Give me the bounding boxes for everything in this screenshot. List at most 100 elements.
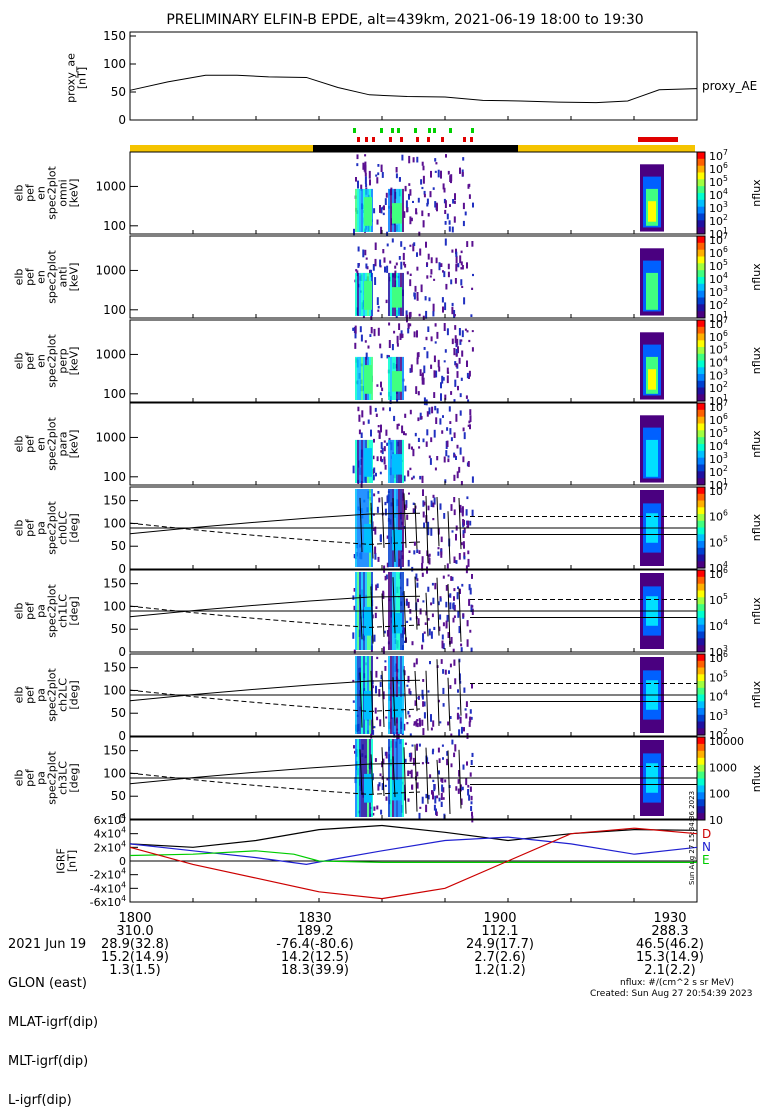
footer-col-1830: 1830 189.2 -76.4(-80.6) 14.2(12.5) 18.3(… bbox=[260, 912, 370, 977]
spectrogram-cell bbox=[462, 157, 465, 161]
colorbar-cell bbox=[697, 423, 705, 431]
colorbar-cell bbox=[697, 554, 705, 562]
spectrogram-cell bbox=[471, 574, 473, 579]
spectrogram-cell bbox=[449, 593, 452, 598]
spectrogram-cell bbox=[421, 161, 424, 166]
spectrogram-cell bbox=[384, 666, 387, 671]
footer-value: 2.1(2.2) bbox=[644, 963, 696, 978]
colorbar-cell bbox=[697, 186, 705, 194]
spectrogram-cell bbox=[380, 442, 383, 449]
colorbar-label: nflux bbox=[750, 179, 763, 207]
colorbar-cell bbox=[697, 416, 705, 424]
spectrogram-cell bbox=[453, 604, 456, 611]
spectrogram-cell bbox=[423, 501, 426, 506]
footer-value: 1.3(1.5) bbox=[109, 963, 161, 978]
ytick-label: 0 bbox=[118, 645, 126, 659]
spectrogram-cell bbox=[404, 413, 407, 418]
spectrogram-cell bbox=[416, 782, 419, 789]
spectrogram-cell bbox=[376, 656, 379, 660]
spectrogram-cell bbox=[449, 716, 452, 719]
proxy-ytick-label: 150 bbox=[103, 29, 126, 43]
panel-ylabel: spec2plot bbox=[46, 250, 59, 304]
spectrogram-cell bbox=[380, 424, 382, 433]
spectrogram-cell bbox=[391, 238, 394, 243]
footer-value: 1.2(1.2) bbox=[474, 963, 526, 978]
spectrogram-cell bbox=[392, 779, 402, 801]
spectrogram-cell bbox=[464, 708, 467, 711]
colorbar-cell bbox=[697, 714, 705, 723]
event-mark-green bbox=[391, 128, 394, 133]
spectrogram-cell bbox=[353, 745, 355, 749]
spectrogram-cell bbox=[417, 598, 419, 603]
spectrogram-cell bbox=[411, 477, 414, 480]
colorbar-label: nflux bbox=[750, 513, 763, 541]
spectrogram-cell bbox=[427, 527, 430, 536]
spectrogram-cell bbox=[407, 470, 410, 477]
spectrogram-cell bbox=[420, 416, 423, 420]
spectrogram-cell bbox=[472, 202, 474, 208]
spectrogram-cell bbox=[470, 604, 473, 613]
spectrogram-cell bbox=[433, 497, 436, 505]
footer-value: 24.9(17.7) bbox=[465, 937, 535, 952]
spectrogram-cell bbox=[383, 456, 386, 461]
spectrogram-cell bbox=[415, 573, 418, 580]
spectrogram-cell bbox=[440, 549, 443, 553]
spectrogram-cell bbox=[432, 720, 435, 727]
spectrogram-cell bbox=[467, 558, 470, 567]
spectrogram-cell bbox=[425, 241, 427, 248]
spectrogram-cell bbox=[377, 309, 380, 312]
spectrogram-cell bbox=[403, 475, 406, 482]
spectrogram-cell bbox=[442, 270, 444, 273]
colorbar-cell bbox=[697, 193, 705, 201]
spectrogram-cell bbox=[374, 612, 377, 619]
spectrogram-cell bbox=[375, 685, 377, 694]
spectrogram-cell bbox=[421, 556, 424, 564]
spectrogram-cell bbox=[426, 351, 429, 359]
spectrogram-cell bbox=[463, 520, 465, 526]
colorbar-tick-label: 104 bbox=[709, 689, 728, 704]
spectrogram-cell bbox=[458, 328, 461, 336]
panel-ylabel: en bbox=[35, 186, 48, 200]
spectrogram-cell bbox=[415, 208, 418, 215]
panel-frame bbox=[129, 319, 698, 403]
spectrogram-cell bbox=[364, 176, 367, 184]
spectrogram-cell bbox=[453, 399, 456, 404]
spectrogram-cell bbox=[469, 709, 472, 714]
spectrogram-cell bbox=[446, 758, 449, 766]
colorbar-cell bbox=[697, 450, 705, 459]
spectrogram-cell bbox=[466, 262, 468, 269]
boundary-line bbox=[425, 592, 429, 637]
spectrogram-cell bbox=[648, 201, 656, 222]
spectrogram-cell bbox=[357, 246, 360, 252]
panel-frame bbox=[129, 402, 698, 486]
colorbar-cell bbox=[697, 799, 705, 807]
spectrogram-cell bbox=[388, 355, 390, 358]
spectrogram-cell bbox=[449, 175, 452, 182]
spectrogram-cell bbox=[468, 794, 471, 801]
spectrogram-cell bbox=[430, 727, 433, 731]
spectrogram-cell bbox=[471, 347, 474, 352]
igrf-ytick-label: 6x104 bbox=[94, 812, 127, 827]
spectrogram-panel-ch2: 050100150elbpefpaspec2plotch2LC[deg]1021… bbox=[13, 650, 764, 743]
spectrogram-cell bbox=[384, 508, 387, 516]
boundary-line bbox=[447, 583, 451, 647]
spectrogram-cell bbox=[429, 191, 432, 198]
spectrogram-cell bbox=[461, 171, 464, 177]
spectrogram-cell bbox=[421, 689, 424, 698]
spectrogram-cell bbox=[396, 343, 399, 347]
spectrogram-cell bbox=[363, 164, 366, 172]
spectrogram-cell bbox=[407, 601, 410, 609]
panel-ylabel: ch2LC bbox=[57, 678, 70, 712]
spectrogram-cell bbox=[470, 795, 473, 801]
spectrogram-cell bbox=[414, 285, 417, 292]
spectrogram-cell bbox=[393, 415, 396, 422]
created-stamp: Created: Sun Aug 27 20:54:39 2023 bbox=[590, 989, 753, 999]
colorbar-cell bbox=[697, 444, 705, 452]
colorbar-cell bbox=[697, 561, 705, 569]
spectrogram-cell bbox=[444, 349, 447, 353]
spectrogram-cell bbox=[427, 690, 430, 693]
igrf-ytick-label: -4x104 bbox=[90, 880, 126, 895]
spectrogram-cell bbox=[468, 721, 471, 727]
footer-col-1930: 1930 288.3 46.5(46.2) 15.3(14.9) 2.1(2.2… bbox=[625, 912, 715, 977]
spectrogram-cell bbox=[441, 430, 444, 434]
